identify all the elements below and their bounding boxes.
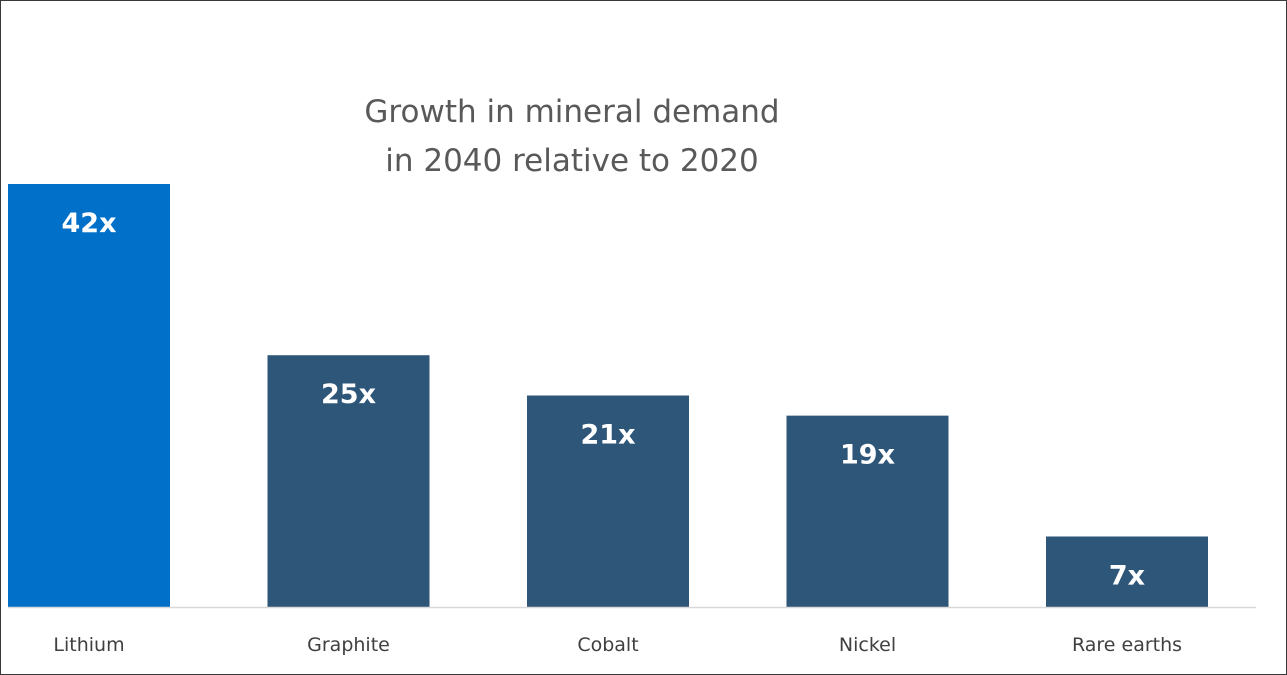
tick-label-lithium: Lithium: [53, 634, 124, 656]
data-label-lithium: 42x: [62, 208, 117, 239]
data-label-nickel: 19x: [840, 440, 895, 471]
bar-lithium: [8, 184, 170, 607]
tick-label-cobalt: Cobalt: [577, 634, 638, 656]
tick-label-nickel: Nickel: [839, 634, 896, 656]
chart-title-line-1: Growth in mineral demand: [364, 94, 780, 130]
bars-group: [8, 184, 1208, 607]
data-label-graphite: 25x: [321, 379, 376, 410]
data-label-rare-earths: 7x: [1109, 561, 1145, 592]
chart-title: Growth in mineral demand in 2040 relativ…: [322, 88, 822, 186]
bar-nickel: [786, 415, 949, 607]
bar-rare-earths: [1046, 536, 1208, 607]
data-label-cobalt: 21x: [581, 420, 636, 451]
chart-title-line-2: in 2040 relative to 2020: [385, 143, 759, 179]
bar-graphite: [267, 355, 430, 607]
tick-label-rare-earths: Rare earths: [1072, 634, 1182, 656]
tick-labels-group: Lithium Graphite Cobalt Nickel Rare earths: [53, 634, 1182, 656]
bar-cobalt: [527, 395, 689, 607]
data-labels-group: 42x 25x 21x 19x 7x: [62, 208, 1146, 592]
tick-label-graphite: Graphite: [307, 634, 390, 656]
